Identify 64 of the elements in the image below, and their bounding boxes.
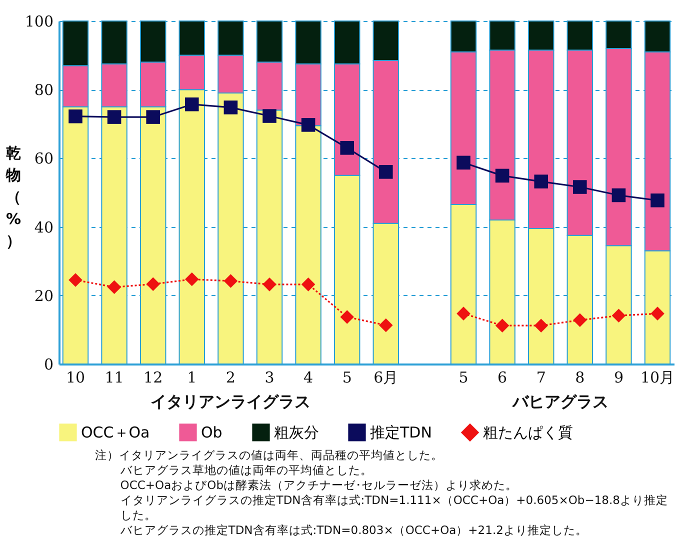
point: [301, 118, 316, 132]
point: [262, 109, 276, 123]
point: [262, 278, 276, 292]
point: [379, 318, 393, 332]
x-tick-label: 6月: [374, 368, 398, 386]
legend-label: 推定TDN: [370, 423, 432, 442]
point: [107, 280, 122, 294]
point: [612, 188, 626, 202]
x-tick-label: 5: [342, 368, 352, 386]
point: [146, 110, 160, 124]
point: [185, 97, 199, 112]
text: バヒアグラスの推定TDN含有率は式:TDN=0.803×（OCC+Oa）+21.2より推定した。: [119, 523, 588, 538]
y-tick-label: 60: [34, 150, 54, 168]
point: [340, 310, 354, 324]
point: [650, 306, 664, 320]
text: イタリアンライグラス: [150, 392, 311, 411]
point: [612, 308, 626, 323]
point: [456, 306, 470, 320]
point: [185, 272, 199, 286]
x-tick-label: 6: [498, 368, 508, 386]
legend-label: OCC＋Oa: [81, 423, 150, 442]
point: [301, 278, 316, 292]
legend-label: 粗灰分: [274, 423, 319, 442]
point: [340, 141, 354, 155]
x-tick-label: 10月: [640, 368, 675, 386]
point: [224, 274, 238, 288]
y-axis-title: 乾物（%）: [5, 144, 22, 250]
x-tick-label: 2: [226, 368, 236, 386]
point: [534, 174, 548, 188]
x-tick-label: 9: [614, 368, 624, 386]
y-tick-label: 40: [34, 218, 54, 236]
y-tick-label: 20: [34, 286, 54, 305]
point: [456, 156, 470, 170]
legend-label: Ob: [201, 423, 222, 442]
text: イタリアンライグラスの推定TDN含有率は式:TDN=1.111×（OCC+Oa）+0.605×Ob−18.8より推定した。: [119, 493, 669, 523]
y-tick-label: 0: [44, 356, 54, 374]
x-tick-label: 4: [304, 368, 314, 386]
point: [495, 318, 510, 332]
y-tick-label: 80: [34, 81, 54, 100]
text: 注）イタリアンライグラスの値は両年、両品種の平均値とした。: [95, 448, 444, 463]
x-tick-label: 12: [144, 368, 163, 386]
point: [534, 318, 548, 332]
point: [224, 100, 238, 114]
point: [107, 110, 122, 124]
x-tick-label: 10: [66, 368, 86, 386]
text: OCC+OaおよびObは酵素法（アクチナーゼ･セルラーゼ法）より求めた。: [119, 478, 518, 493]
text: バヒアグラス: [512, 392, 609, 411]
point: [379, 165, 393, 179]
x-tick-label: 7: [536, 368, 546, 386]
x-tick-label: 5: [458, 368, 468, 386]
point: [495, 168, 510, 183]
y-tick-label: 100: [24, 12, 54, 30]
text: バヒアグラス草地の値は両年の平均値とした。: [119, 463, 374, 478]
point: [573, 180, 587, 194]
point: [573, 313, 587, 327]
point: [650, 193, 664, 208]
x-tick-label: 11: [104, 368, 124, 386]
point: [146, 277, 160, 291]
x-tick-label: 8: [575, 368, 585, 386]
x-tick-label: 1: [187, 368, 197, 386]
legend-label: 粗たんぱく質: [483, 423, 573, 442]
point: [68, 273, 82, 287]
point: [68, 109, 82, 124]
x-tick-label: 3: [264, 368, 274, 386]
